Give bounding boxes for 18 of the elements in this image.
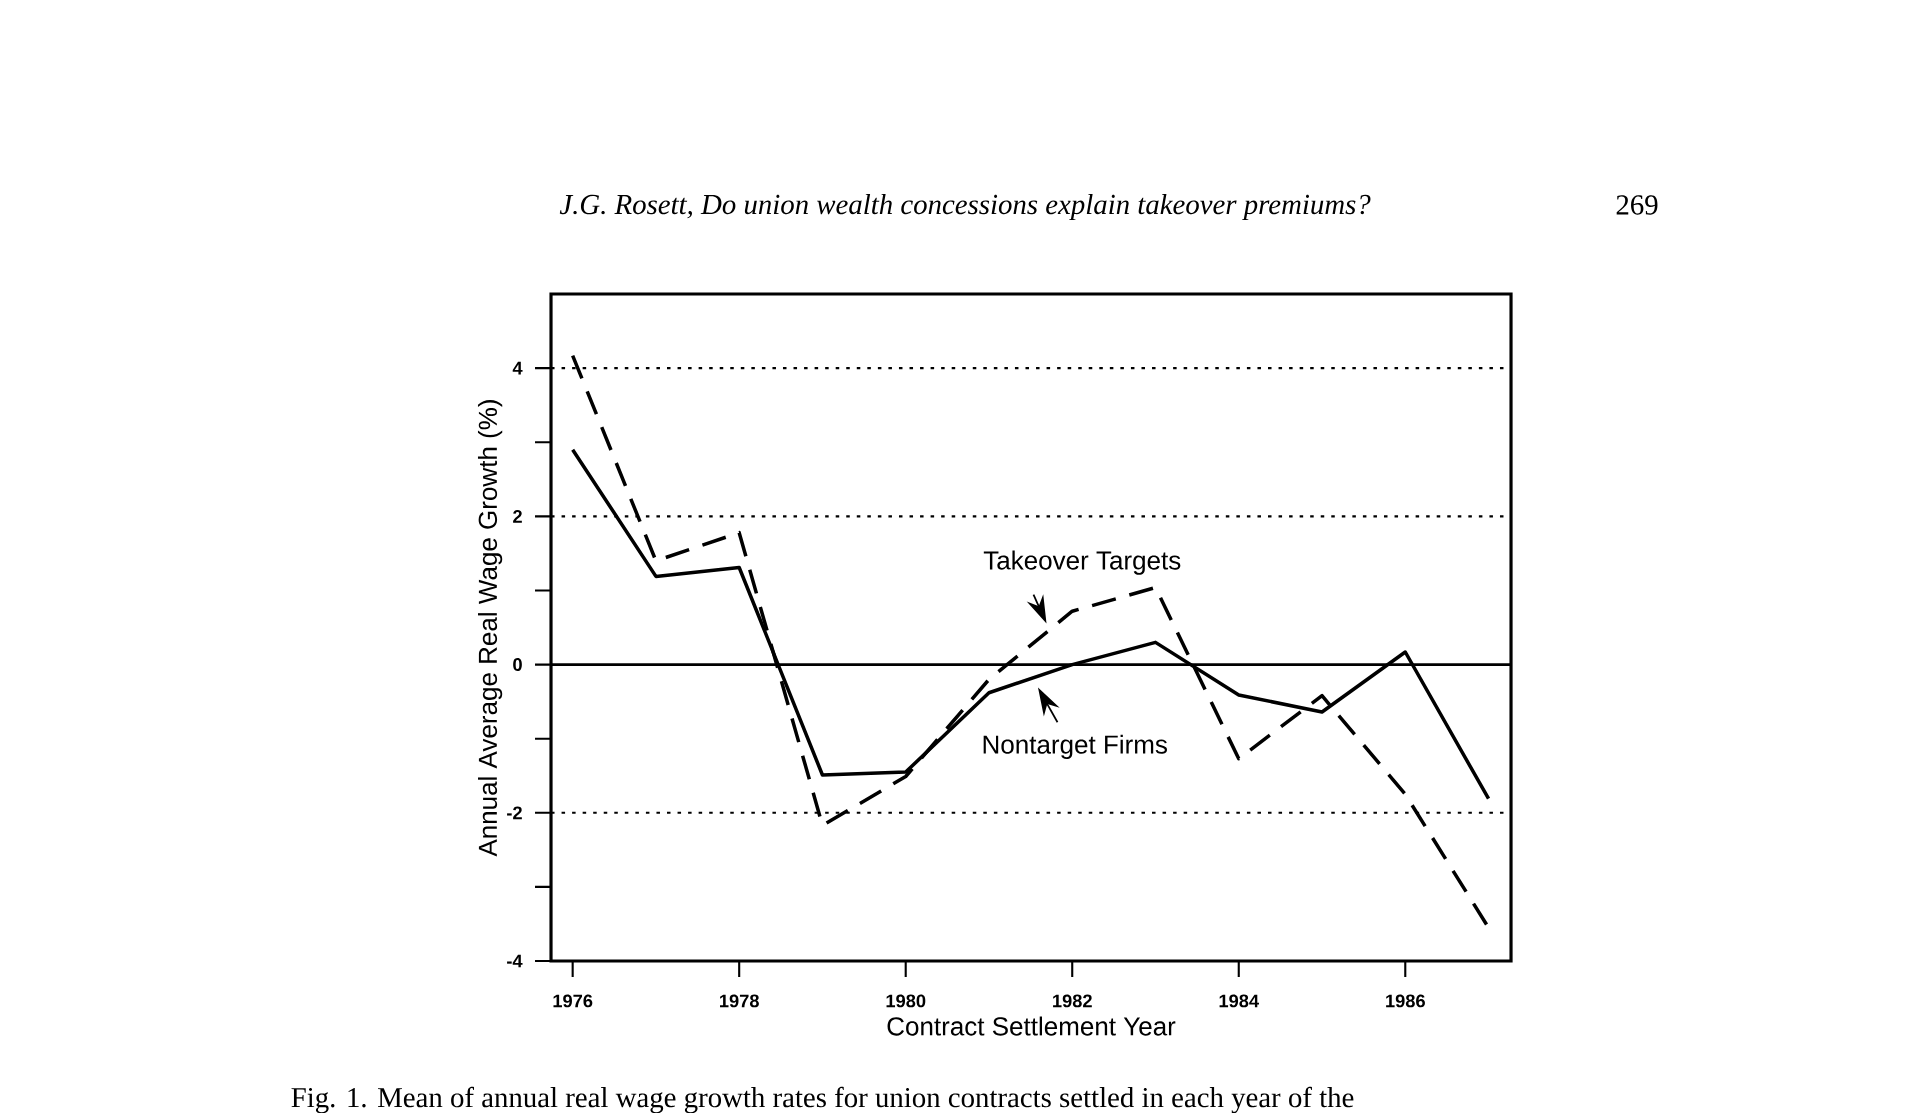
y-tick-label: -2 xyxy=(507,806,522,820)
x-axis-title: Contract Settlement Year xyxy=(887,1016,1176,1036)
x-tick-label: 1978 xyxy=(720,994,759,1008)
y-axis-title: Annual Average Real Wage Growth (%) xyxy=(477,399,503,857)
x-tick-label: 1976 xyxy=(553,994,593,1008)
series-label: Takeover Targets xyxy=(983,550,1181,575)
y-tick-label: -4 xyxy=(507,954,523,968)
legend-label: Nontarget Firms xyxy=(983,734,1167,759)
y-tick-label: 2 xyxy=(513,509,522,523)
text: 269 xyxy=(1616,195,1658,215)
x-tick-label: 1980 xyxy=(886,994,926,1008)
y-tick-label: 0 xyxy=(513,657,522,671)
x-tick-label: 1984 xyxy=(1219,994,1259,1008)
chart-title: J.G. Rosett, Do union wealth concessions explain takeover premiums? xyxy=(559,193,1371,220)
y-tick-label: 4 xyxy=(512,361,523,375)
x-tick-label: 1986 xyxy=(1386,994,1425,1008)
x-tick-label: 1982 xyxy=(1053,994,1092,1008)
caption: Fig. 1. Mean of annual real wage growth rates for union contracts settled in each year of the xyxy=(291,1086,1354,1113)
